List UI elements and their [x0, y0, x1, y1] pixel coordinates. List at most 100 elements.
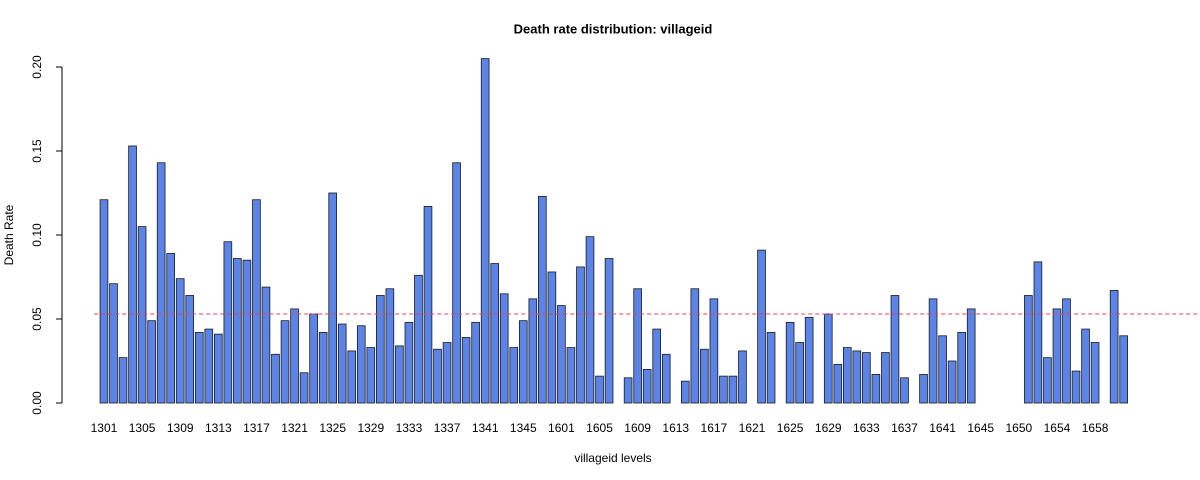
- x-tick-label: 1345: [510, 421, 537, 435]
- bar: [194, 332, 204, 404]
- bar: [1071, 370, 1081, 404]
- bar: [185, 295, 195, 404]
- bar: [337, 323, 347, 404]
- bar: [966, 308, 976, 404]
- x-tick-label: 1617: [701, 421, 728, 435]
- x-tick-label: 1605: [586, 421, 613, 435]
- x-tick-label: 1654: [1044, 421, 1071, 435]
- x-tick-label: 1609: [624, 421, 651, 435]
- bar: [204, 328, 214, 404]
- bar: [480, 58, 490, 404]
- x-tick-label: 1613: [662, 421, 689, 435]
- bar: [433, 348, 442, 404]
- x-tick-label: 1625: [777, 421, 804, 435]
- bar: [137, 226, 147, 404]
- bar: [99, 199, 109, 404]
- bar: [1062, 298, 1071, 404]
- bar: [147, 320, 156, 404]
- x-tick-label: 1321: [281, 421, 308, 435]
- bar: [156, 162, 166, 404]
- y-tick-label: 0.00: [30, 391, 44, 415]
- bar: [890, 295, 900, 404]
- bar: [471, 321, 480, 404]
- bar: [509, 347, 519, 404]
- bar: [242, 259, 252, 404]
- bar: [823, 313, 833, 404]
- x-tick-label: 1645: [967, 421, 994, 435]
- x-tick-label: 1309: [167, 421, 194, 435]
- bar: [1081, 328, 1090, 404]
- bar: [214, 333, 223, 404]
- y-tick-label: 0.15: [30, 139, 44, 163]
- bar: [757, 249, 766, 404]
- x-tick-label: 1317: [243, 421, 270, 435]
- x-tick-label: 1633: [853, 421, 880, 435]
- bar: [318, 332, 328, 404]
- bar: [1052, 308, 1062, 404]
- x-tick-label: 1313: [205, 421, 232, 435]
- bar: [366, 347, 376, 404]
- bar: [175, 278, 185, 404]
- bar: [700, 348, 709, 404]
- x-tick-label: 1305: [129, 421, 156, 435]
- bar: [1119, 335, 1128, 404]
- x-tick-label: 1337: [434, 421, 461, 435]
- bar: [461, 337, 471, 404]
- bar: [690, 288, 700, 404]
- bar: [376, 295, 385, 404]
- bar: [414, 274, 423, 404]
- y-axis-label: Death Rate: [2, 204, 16, 265]
- bar: [566, 347, 576, 404]
- x-tick-label: 1341: [472, 421, 499, 435]
- bar: [261, 286, 271, 404]
- x-axis-label: villageid levels: [574, 451, 651, 465]
- bar: [919, 374, 928, 404]
- bar: [938, 335, 947, 404]
- bar: [490, 263, 500, 404]
- bar: [881, 352, 890, 404]
- bar: [1033, 261, 1043, 404]
- bar: [604, 258, 614, 404]
- bar: [423, 206, 433, 404]
- bar: [280, 320, 290, 404]
- bar: [928, 298, 938, 404]
- bar: [404, 321, 414, 404]
- y-tick-label: 0.10: [30, 223, 44, 247]
- bar: [585, 236, 595, 404]
- bar: [385, 288, 395, 404]
- x-tick-label: 1601: [548, 421, 575, 435]
- bar: [1109, 290, 1119, 404]
- bar: [166, 253, 175, 404]
- bar: [842, 347, 852, 404]
- bar: [1043, 357, 1052, 404]
- x-tick-label: 1329: [357, 421, 384, 435]
- bar: [356, 325, 366, 404]
- bar: [309, 313, 318, 404]
- y-tick-label: 0.05: [30, 307, 44, 331]
- x-tick-label: 1658: [1082, 421, 1109, 435]
- bar: [1090, 342, 1100, 404]
- bar: [728, 375, 738, 404]
- x-tick-label: 1333: [396, 421, 423, 435]
- bar: [290, 308, 299, 404]
- bar: [395, 345, 404, 404]
- x-tick-label: 1325: [319, 421, 346, 435]
- x-tick-label: 1629: [815, 421, 842, 435]
- bar: [804, 316, 814, 404]
- bar: [957, 332, 966, 404]
- bar: [595, 375, 604, 404]
- bar: [862, 352, 871, 404]
- bar: [557, 305, 566, 404]
- x-tick-label: 1650: [1005, 421, 1032, 435]
- bar: [452, 162, 461, 404]
- bar: [833, 363, 843, 404]
- chart-title: Death rate distribution: villageid: [514, 21, 713, 36]
- bar: [271, 353, 280, 404]
- y-tick-label: 0.20: [30, 55, 44, 79]
- bar: [766, 332, 776, 404]
- bar: [661, 353, 671, 404]
- bar: [538, 195, 547, 404]
- bar: [576, 266, 585, 404]
- bar: [633, 288, 642, 404]
- x-tick-label: 1301: [91, 421, 118, 435]
